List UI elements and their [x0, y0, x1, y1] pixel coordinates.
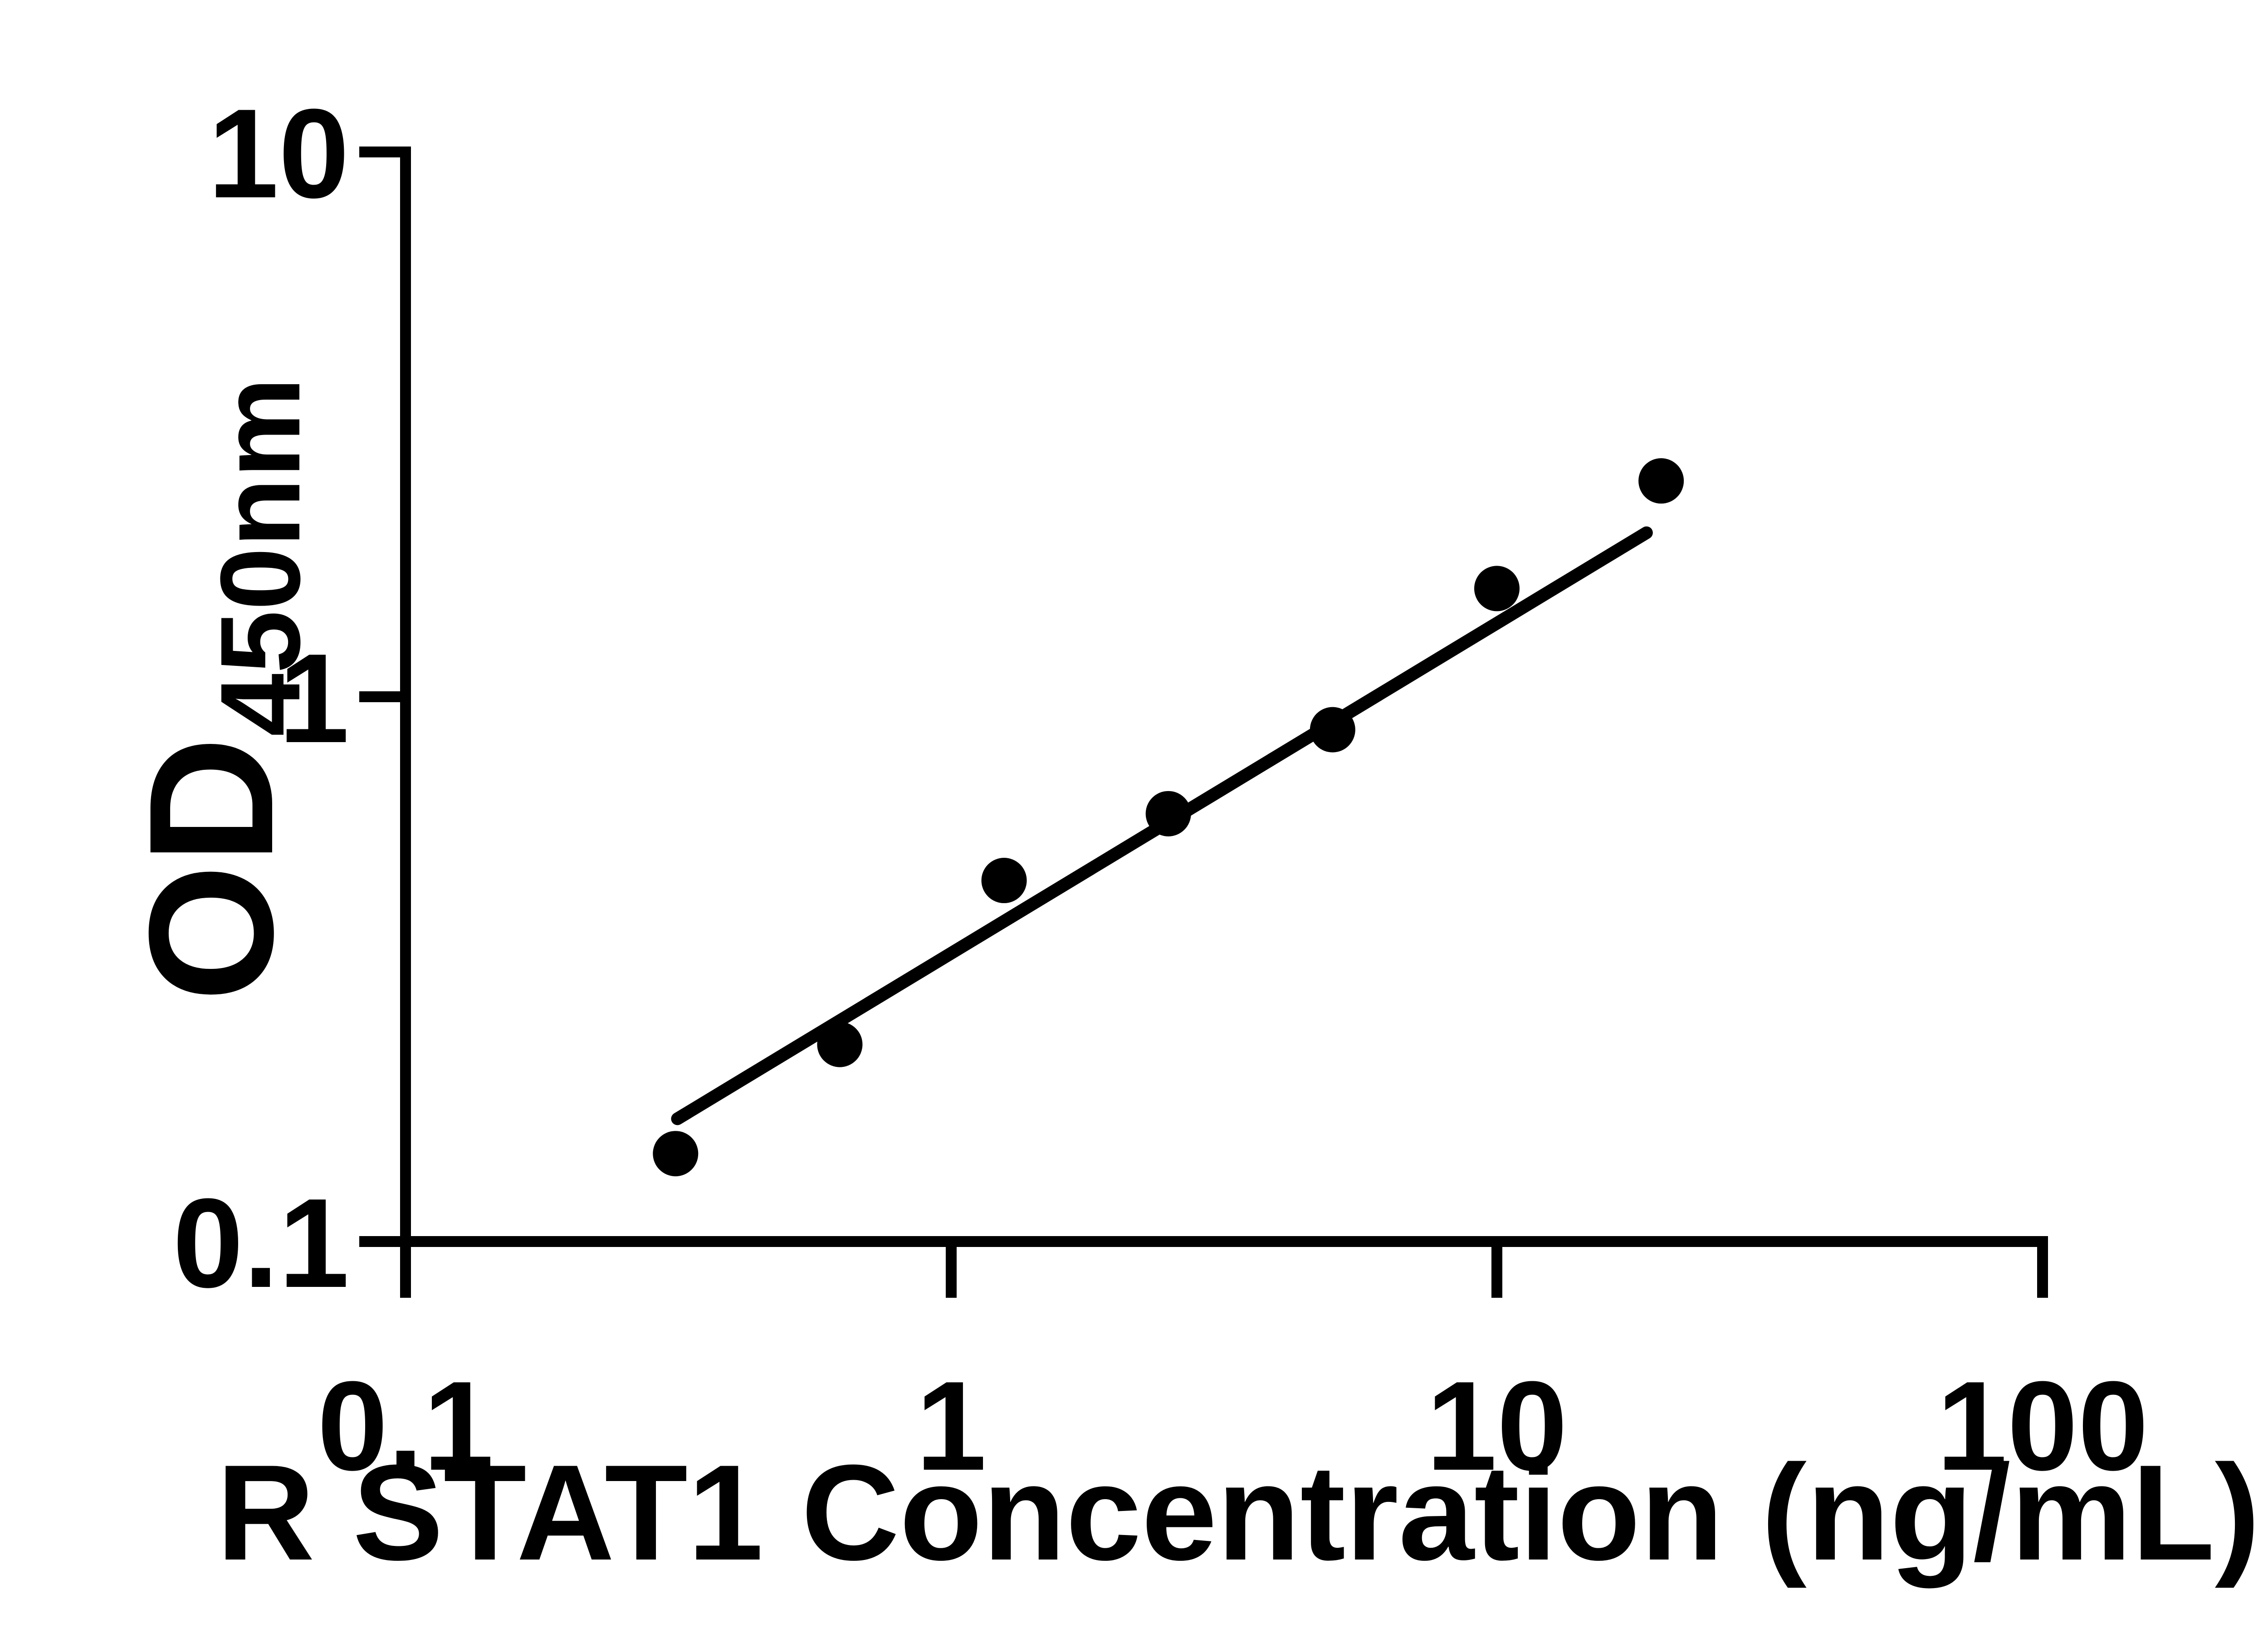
- x-tick-label-10: 10: [1426, 1355, 1567, 1497]
- data-point-0.625: [817, 1022, 863, 1067]
- x-tick-100: [2037, 1247, 2048, 1298]
- x-tick-label-100: 100: [1936, 1355, 2148, 1497]
- data-point-5: [1310, 707, 1355, 753]
- y-tick-label-0.1: 0.1: [173, 1173, 349, 1314]
- y-tick-10: [359, 147, 400, 157]
- data-point-10: [1474, 566, 1520, 611]
- x-axis-title: R STAT1 Concentration (ng/mL): [216, 1436, 2260, 1589]
- y-tick-1: [359, 691, 400, 702]
- y-tick-0.1: [359, 1236, 400, 1247]
- x-tick-0.1: [400, 1247, 411, 1298]
- y-tick-label-1: 1: [279, 628, 349, 769]
- data-point-1.25: [981, 858, 1027, 904]
- y-axis-line: [400, 147, 411, 1247]
- x-tick-1: [946, 1247, 957, 1298]
- data-point-0.3125: [653, 1131, 699, 1177]
- y-tick-label-10: 10: [208, 83, 349, 225]
- x-tick-label-1: 1: [916, 1355, 987, 1497]
- x-tick-10: [1491, 1247, 1502, 1298]
- y-axis-title: OD450nm: [112, 377, 323, 1002]
- x-tick-label-0.1: 0.1: [317, 1355, 494, 1497]
- data-point-2.5: [1145, 791, 1191, 836]
- x-axis-line: [400, 1236, 2048, 1247]
- data-point-20: [1638, 458, 1684, 504]
